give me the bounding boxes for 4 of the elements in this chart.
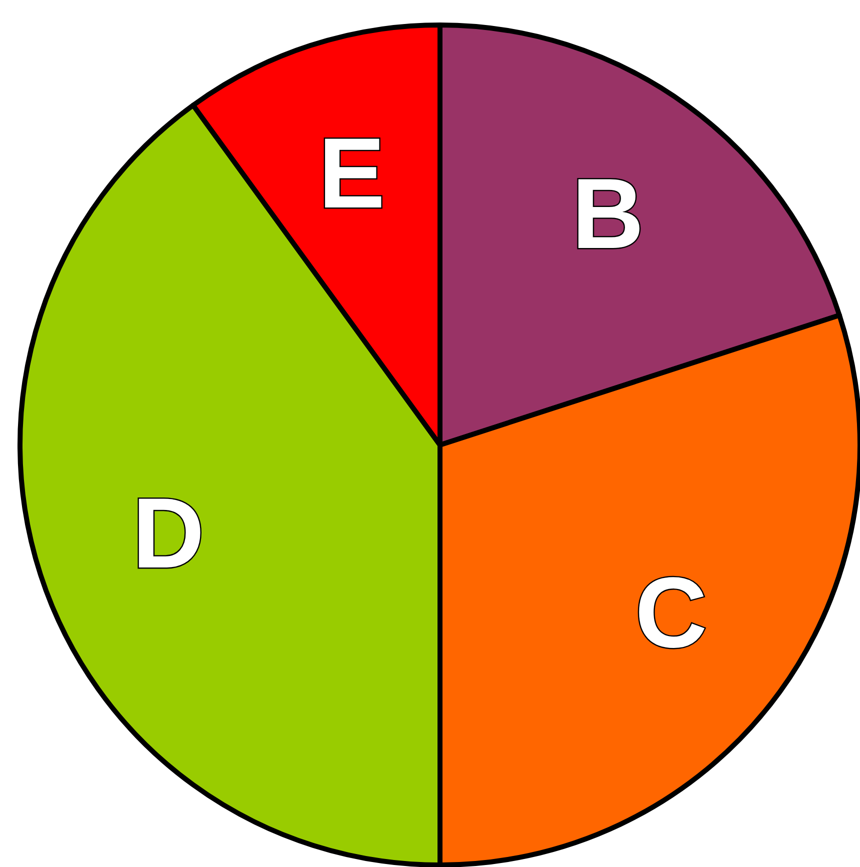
slice-label: B (572, 158, 644, 270)
slice-label: C (634, 556, 708, 669)
slice-label: E (318, 117, 386, 230)
slice-label: D (132, 477, 204, 590)
